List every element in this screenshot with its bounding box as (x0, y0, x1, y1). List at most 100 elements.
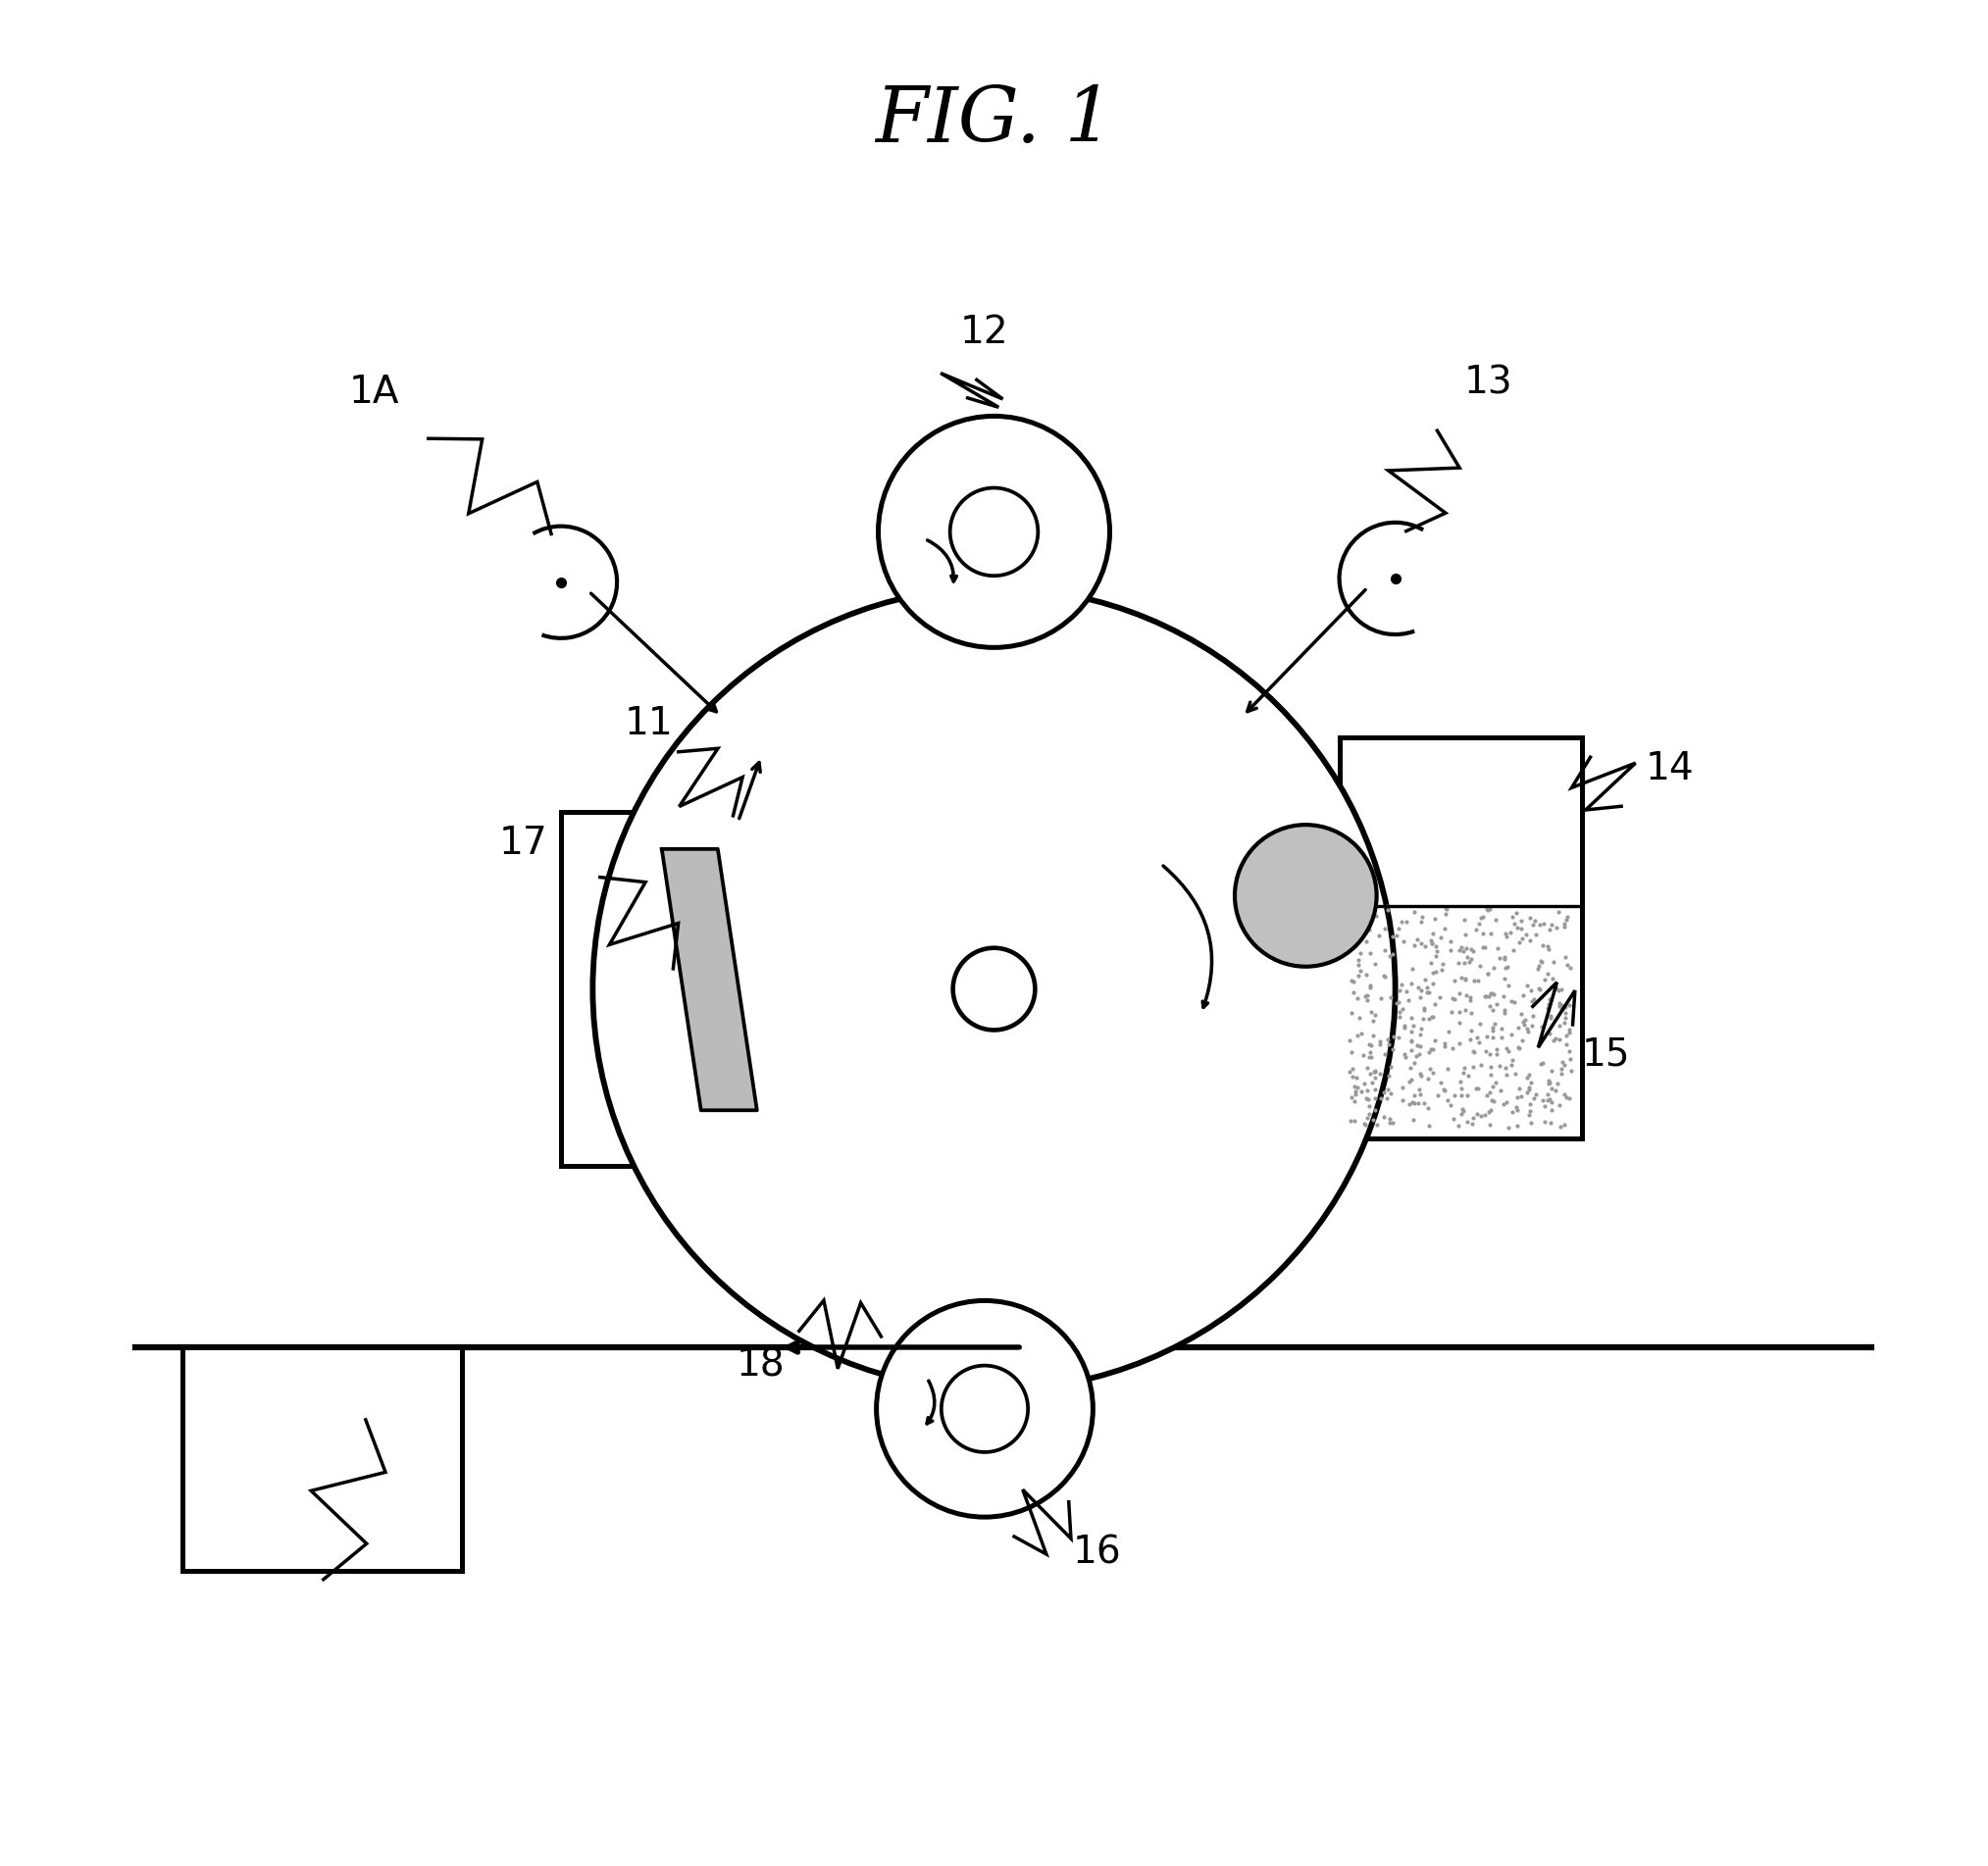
Point (1449, 933, 1481, 963)
Point (1477, 1015, 1509, 1045)
Point (1531, 993, 1563, 1023)
Point (1513, 1075, 1545, 1105)
Point (1350, 1084, 1382, 1114)
Point (1499, 987, 1531, 1017)
Point (1419, 905, 1451, 935)
Point (1406, 901, 1437, 931)
Point (1336, 1062, 1368, 1092)
Point (1370, 935, 1402, 965)
Point (1334, 894, 1366, 924)
Point (1415, 929, 1447, 959)
Point (1455, 944, 1487, 974)
Point (1501, 1110, 1533, 1140)
Point (1473, 1039, 1505, 1069)
Point (1475, 894, 1507, 924)
Point (1398, 931, 1429, 961)
Point (1453, 1062, 1485, 1092)
Point (1406, 1013, 1437, 1043)
Point (1473, 896, 1505, 926)
Point (1443, 996, 1475, 1026)
Point (1457, 1051, 1489, 1080)
Point (1507, 1024, 1539, 1054)
Point (1545, 1060, 1576, 1090)
Point (1555, 1056, 1586, 1086)
Point (1527, 1086, 1559, 1116)
Point (1411, 1064, 1443, 1093)
Point (1533, 983, 1565, 1013)
Point (1433, 1017, 1465, 1047)
Point (1386, 970, 1417, 1000)
Point (1409, 931, 1441, 961)
Point (1402, 1088, 1433, 1118)
Point (1469, 1099, 1501, 1129)
Point (1354, 939, 1386, 968)
Point (1465, 1051, 1497, 1080)
Point (1372, 1024, 1404, 1054)
Point (1354, 972, 1386, 1002)
Point (1467, 933, 1499, 963)
Point (1370, 1082, 1402, 1112)
Point (1396, 968, 1427, 998)
Point (1334, 1058, 1366, 1088)
Point (1549, 942, 1580, 972)
Point (1473, 1097, 1505, 1127)
Point (1457, 1037, 1489, 1067)
Point (1455, 1015, 1487, 1045)
Point (1398, 898, 1429, 927)
Point (1419, 989, 1451, 1019)
Point (1505, 905, 1537, 935)
Point (1489, 954, 1521, 983)
Point (1415, 1034, 1447, 1064)
Point (1404, 1039, 1435, 1069)
Point (1413, 978, 1445, 1008)
Point (1409, 965, 1441, 995)
Point (1449, 905, 1481, 935)
Point (1475, 1052, 1507, 1082)
Point (1372, 890, 1404, 920)
Point (1338, 967, 1370, 996)
Point (1435, 1090, 1467, 1120)
Point (1537, 1095, 1569, 1125)
Point (1481, 1039, 1513, 1069)
Point (1372, 894, 1404, 924)
Point (1352, 1052, 1384, 1082)
Point (1402, 972, 1433, 1002)
Point (1475, 1086, 1507, 1116)
Point (1545, 991, 1576, 1021)
Point (1517, 1000, 1549, 1030)
Point (1495, 1019, 1527, 1049)
Point (1352, 1084, 1384, 1114)
Point (1473, 959, 1505, 989)
Point (1485, 1013, 1517, 1043)
Point (1479, 1010, 1511, 1039)
Point (1507, 980, 1539, 1010)
Point (1396, 1052, 1427, 1082)
Point (1402, 924, 1433, 954)
Point (1364, 1026, 1396, 1056)
Point (1348, 1108, 1380, 1138)
Point (1384, 996, 1415, 1026)
Point (1497, 935, 1529, 965)
Point (1358, 1075, 1390, 1105)
Point (1408, 995, 1439, 1024)
Point (1447, 1095, 1479, 1125)
Point (1463, 1026, 1495, 1056)
Bar (183, 1347, 461, 1571)
Point (1344, 1002, 1376, 1032)
Polygon shape (662, 849, 757, 1110)
Point (1390, 907, 1421, 937)
Point (1439, 1080, 1471, 1110)
Point (1388, 1073, 1419, 1103)
Point (1404, 1079, 1435, 1108)
Point (1489, 965, 1521, 995)
Point (1527, 1011, 1559, 1041)
Point (1437, 1034, 1469, 1064)
Point (1449, 948, 1481, 978)
Point (1503, 1034, 1535, 1064)
Point (1543, 976, 1574, 1006)
Point (1469, 982, 1501, 1011)
Point (1413, 1004, 1445, 1034)
Point (1350, 907, 1382, 937)
Text: 15: 15 (1582, 1036, 1630, 1073)
Point (1469, 933, 1501, 963)
